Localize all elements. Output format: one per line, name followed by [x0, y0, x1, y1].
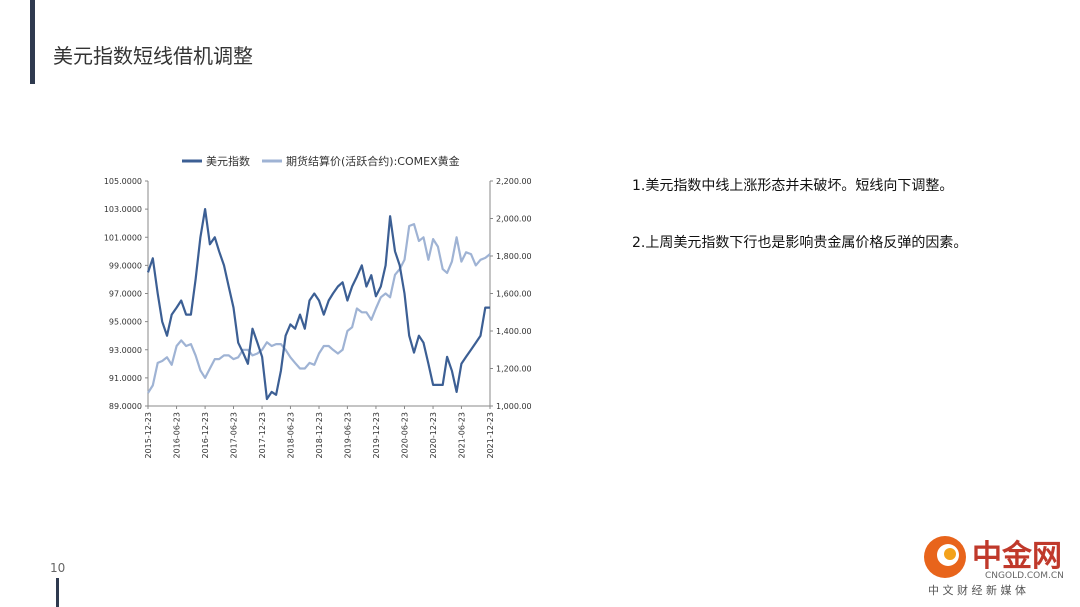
y2-tick-label: 2,000.00	[496, 215, 532, 224]
x-tick-label: 2020-12-23	[429, 412, 438, 459]
y2-tick-label: 1,200.00	[496, 365, 532, 374]
y2-tick-label: 2,200.00	[496, 177, 532, 186]
x-tick-label: 2021-12-23	[486, 412, 495, 459]
y-tick-label: 99.0000	[109, 261, 142, 270]
slide-title: 美元指数短线借机调整	[53, 44, 253, 68]
x-tick-label: 2018-12-23	[315, 412, 324, 459]
y-tick-label: 103.0000	[104, 205, 142, 214]
logo: 中金网 CNGOLD.COM.CN 中 文 财 经 新 媒 体	[924, 536, 1064, 597]
page-number: 10	[50, 561, 65, 575]
x-tick-label: 2019-12-23	[372, 412, 381, 459]
logo-tagline: 中 文 财 经 新 媒 体	[928, 583, 1026, 597]
y2-tick-label: 1,600.00	[496, 290, 532, 299]
y-tick-label: 97.0000	[109, 290, 142, 299]
logo-domain: CNGOLD.COM.CN	[985, 571, 1064, 581]
legend-label: 期货结算价(活跃合约):COMEX黄金	[286, 154, 460, 168]
y-tick-label: 101.0000	[104, 233, 142, 242]
x-tick-label: 2018-06-23	[286, 412, 295, 459]
y-tick-label: 95.0000	[109, 318, 142, 327]
y2-tick-label: 1,000.00	[496, 402, 532, 411]
x-tick-label: 2016-06-23	[173, 412, 182, 459]
accent-bar	[56, 578, 59, 607]
legend-label: 美元指数	[206, 154, 250, 168]
x-tick-label: 2021-06-23	[457, 412, 466, 459]
y-tick-label: 89.0000	[109, 402, 142, 411]
bullet: 1.美元指数中线上涨形态并未破坏。短线向下调整。	[632, 178, 953, 194]
x-tick-label: 2016-12-23	[201, 412, 210, 459]
x-tick-label: 2015-12-23	[144, 412, 153, 459]
bullet: 2.上周美元指数下行也是影响贵金属价格反弹的因素。	[632, 235, 967, 251]
y-tick-label: 91.0000	[109, 374, 142, 383]
logo-name: 中金网	[972, 539, 1062, 574]
y-tick-label: 105.0000	[104, 177, 142, 186]
accent-bar	[30, 0, 35, 84]
x-tick-label: 2020-06-23	[401, 412, 410, 459]
chart: 89.0000 91.0000 93.0000 95.0000 97.0000 99.00…	[104, 154, 532, 459]
data-line	[147, 223, 491, 394]
y2-tick-label: 1,400.00	[496, 327, 532, 336]
x-tick-label: 2019-06-23	[343, 412, 352, 459]
data-line	[146, 208, 490, 401]
x-tick-label: 2017-12-23	[258, 412, 267, 459]
y2-tick-label: 1,800.00	[496, 252, 532, 261]
y-tick-label: 93.0000	[109, 346, 142, 355]
logo-icon	[944, 548, 956, 560]
x-tick-label: 2017-06-23	[230, 412, 239, 459]
